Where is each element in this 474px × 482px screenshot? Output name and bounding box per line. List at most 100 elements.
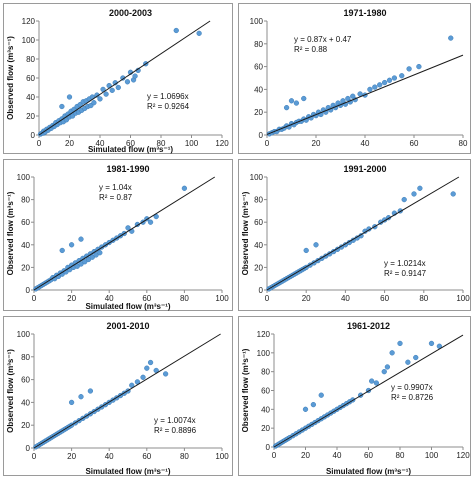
scatter-plot: 0 20 40 60 80 100 120 0 20 40 60 80 100 120 1961-2012 S…	[241, 321, 470, 476]
y-axis-label: Observed flow (m³s⁻¹)	[241, 348, 250, 432]
y-tick-label: 100	[250, 17, 264, 26]
y-tick-label: 0	[26, 444, 31, 453]
data-point	[147, 359, 154, 366]
y-tick-label: 20	[254, 263, 263, 272]
chart-title: 2000-2003	[109, 8, 152, 18]
x-tick-label: 40	[333, 451, 342, 460]
data-point	[369, 378, 375, 384]
data-point	[411, 191, 417, 197]
data-point	[59, 103, 65, 110]
y-tick-label: 80	[261, 368, 270, 377]
data-point	[391, 75, 398, 81]
chart-panel-1971-1980: 0 20 40 60 80 0 20 40 60 80 100 1971-1980 y = 0.87x …	[238, 3, 471, 154]
x-axis-label: Simulated flow (m³s⁻¹)	[88, 145, 173, 154]
data-point	[313, 242, 319, 248]
data-point	[399, 73, 405, 79]
y-tick-label: 80	[21, 353, 30, 362]
data-point	[125, 225, 131, 231]
x-tick-label: 80	[157, 139, 166, 148]
x-tick-label: 20	[302, 294, 311, 303]
regression-equation: y = 1.0696x	[147, 92, 189, 101]
y-axis-label: Observed flow (m³s⁻¹)	[6, 349, 15, 433]
r-squared: R² = 0.9264	[147, 102, 190, 111]
x-tick-label: 0	[37, 139, 42, 148]
x-tick-label: 0	[32, 452, 37, 461]
data-point	[97, 250, 103, 256]
y-tick-label: 80	[26, 55, 35, 64]
x-tick-label: 80	[180, 294, 189, 303]
y-tick-label: 100	[17, 173, 31, 182]
data-point	[115, 84, 121, 91]
data-point	[372, 84, 378, 90]
x-tick-label: 20	[312, 139, 321, 148]
data-point	[301, 95, 307, 102]
data-point	[140, 374, 146, 380]
y-tick-label: 60	[254, 218, 263, 227]
data-point	[132, 73, 138, 79]
x-tick-label: 80	[459, 139, 468, 148]
x-tick-label: 40	[96, 139, 105, 148]
data-point	[413, 354, 419, 361]
x-tick-label: 0	[265, 294, 270, 303]
x-tick-label: 40	[105, 452, 114, 461]
y-tick-label: 60	[21, 376, 30, 385]
data-point	[87, 388, 94, 394]
y-tick-label: 40	[261, 405, 270, 414]
data-point	[381, 369, 387, 375]
chart-panel-1961-2012: 0 20 40 60 80 100 120 0 20 40 60 80 100 120 1961-2012 S…	[238, 316, 471, 476]
x-tick-label: 60	[142, 294, 151, 303]
y-tick-label: 80	[254, 40, 263, 49]
y-tick-label: 20	[26, 112, 35, 121]
scatter-plot: 0 20 40 60 80 100 0 20 40 60 80 100 1991-2000 Observe…	[241, 164, 470, 303]
x-tick-label: 100	[425, 451, 439, 460]
data-point	[406, 66, 412, 72]
data-point	[196, 30, 202, 37]
y-tick-label: 40	[254, 85, 263, 94]
y-tick-label: 100	[257, 349, 271, 358]
y-tick-label: 0	[266, 443, 271, 452]
data-point	[147, 219, 154, 225]
y-tick-label: 40	[21, 398, 30, 407]
x-tick-label: 0	[265, 139, 270, 148]
x-tick-label: 40	[361, 139, 370, 148]
chart-panel-2000-2003: 0 20 40 60 80 100 120 0 20 40 60 80 100 120 2000-2003 S…	[3, 3, 233, 154]
y-tick-label: 80	[254, 196, 263, 205]
data-point	[416, 63, 422, 70]
chart-title: 1981-1990	[106, 164, 149, 174]
y-tick-label: 0	[259, 131, 264, 140]
x-tick-label: 0	[272, 451, 277, 460]
y-tick-label: 40	[26, 93, 35, 102]
data-point	[283, 104, 290, 111]
data-point	[181, 185, 188, 191]
trend-line	[33, 333, 221, 449]
data-point	[303, 247, 309, 254]
data-point	[288, 98, 295, 104]
x-tick-label: 0	[32, 294, 37, 303]
x-tick-label: 60	[410, 139, 419, 148]
data-point	[68, 242, 75, 248]
x-tick-label: 20	[67, 294, 76, 303]
y-tick-label: 60	[26, 74, 35, 83]
data-point	[293, 100, 300, 106]
y-tick-label: 120	[257, 330, 271, 339]
regression-equation: y = 1.0074x	[154, 416, 196, 425]
r-squared: R² = 0.8896	[154, 426, 197, 435]
data-point	[367, 86, 373, 93]
y-tick-label: 40	[21, 241, 30, 250]
x-axis-label: Simulated flow (m³s⁻¹)	[85, 302, 170, 311]
x-tick-label: 40	[105, 294, 114, 303]
y-tick-label: 40	[254, 241, 263, 250]
chart-title: 1991-2000	[343, 164, 386, 174]
x-tick-label: 40	[341, 294, 350, 303]
y-tick-label: 80	[21, 196, 30, 205]
data-point	[386, 77, 393, 83]
scatter-plot: 0 20 40 60 80 100 0 20 40 60 80 100 2001-2010 Simulat…	[6, 321, 229, 476]
data-point	[384, 364, 391, 370]
data-point	[389, 350, 395, 356]
y-tick-label: 100	[17, 330, 31, 339]
trend-line	[266, 54, 464, 135]
y-tick-label: 0	[259, 286, 264, 295]
data-point	[78, 236, 84, 242]
chart-title: 1961-2012	[347, 321, 390, 331]
x-tick-label: 80	[419, 294, 428, 303]
